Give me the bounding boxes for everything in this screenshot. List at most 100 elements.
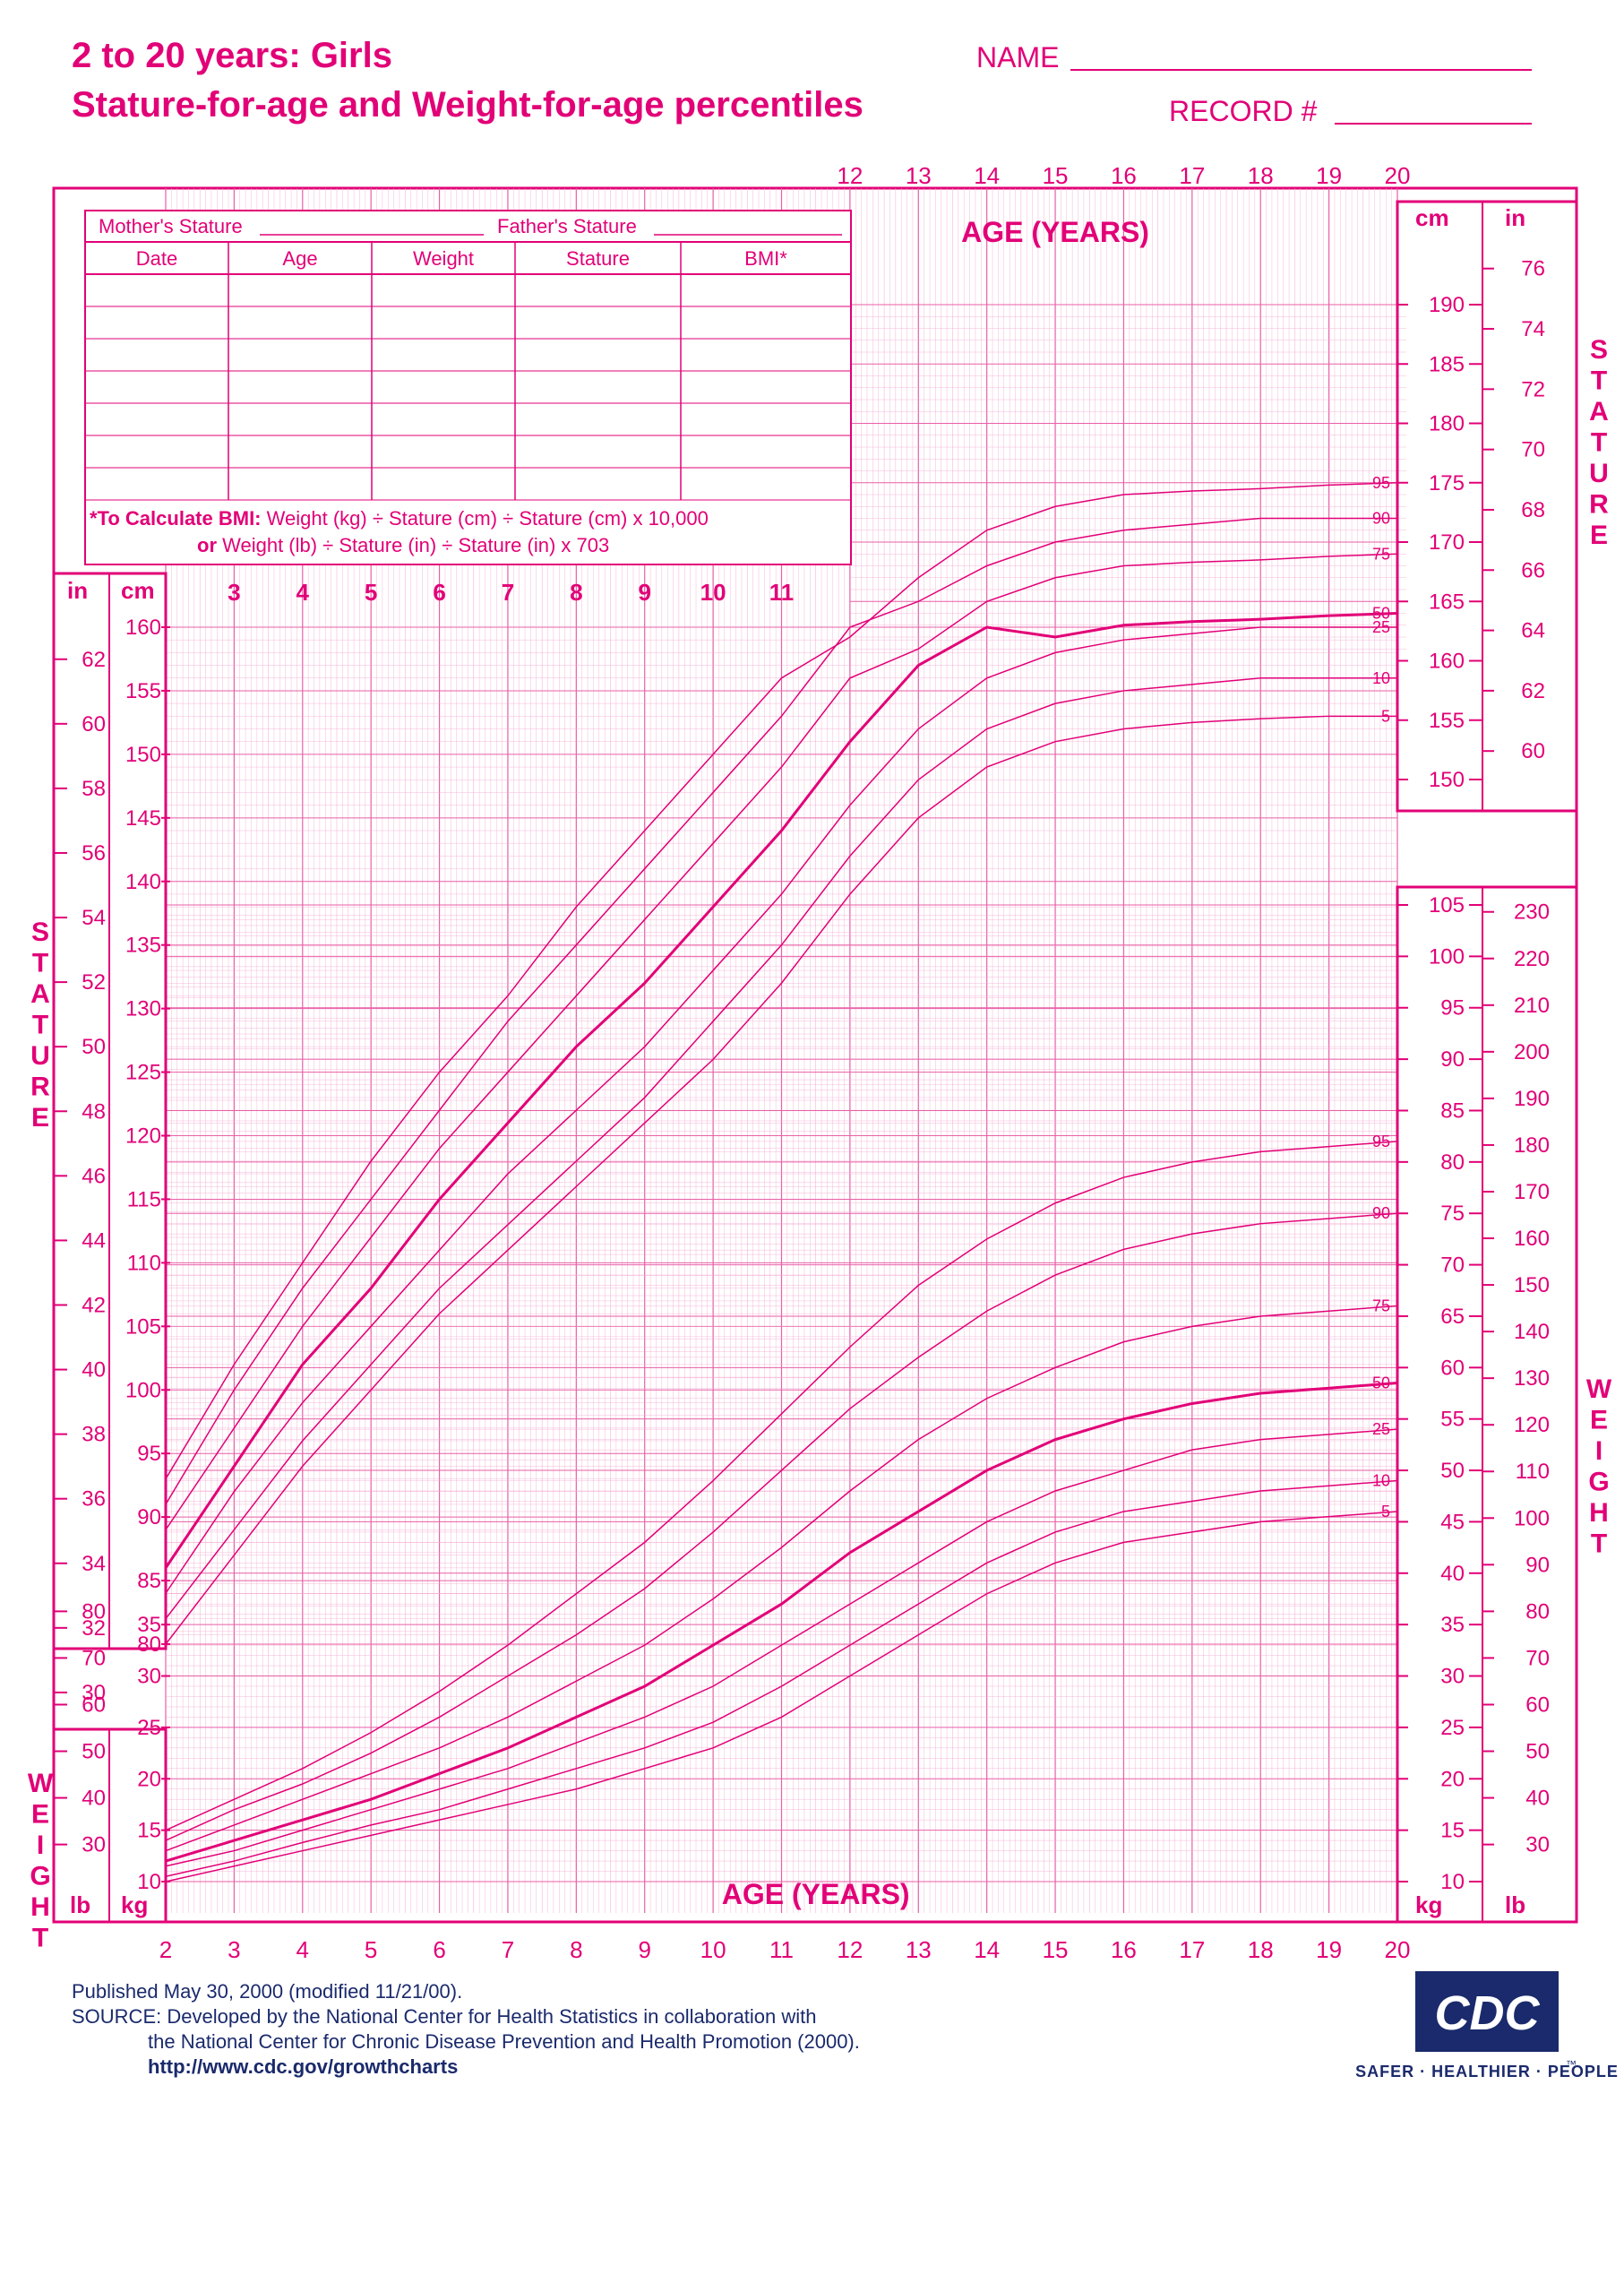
svg-text:™: ™ <box>1566 2058 1577 2071</box>
svg-text:105: 105 <box>125 1314 161 1339</box>
svg-text:http://www.cdc.gov/growthchart: http://www.cdc.gov/growthcharts <box>148 2055 458 2078</box>
svg-text:50: 50 <box>82 1740 106 1764</box>
svg-text:220: 220 <box>1514 947 1550 971</box>
svg-text:12: 12 <box>837 162 863 189</box>
svg-text:15: 15 <box>1440 1819 1465 1843</box>
svg-text:S: S <box>1590 335 1608 365</box>
svg-text:CDC: CDC <box>1435 1986 1541 2040</box>
svg-text:Date: Date <box>136 247 177 270</box>
svg-text:40: 40 <box>1525 1787 1550 1811</box>
svg-text:T: T <box>1591 366 1607 396</box>
svg-text:E: E <box>1590 1406 1608 1435</box>
svg-text:cm: cm <box>1415 204 1449 231</box>
svg-text:36: 36 <box>82 1487 106 1512</box>
svg-text:T: T <box>32 1011 48 1040</box>
svg-text:6: 6 <box>433 1936 445 1963</box>
svg-text:105: 105 <box>1429 893 1465 918</box>
svg-text:Father's Stature: Father's Stature <box>497 215 637 237</box>
svg-text:30: 30 <box>1525 1833 1550 1857</box>
svg-text:2: 2 <box>159 1936 172 1963</box>
svg-text:54: 54 <box>82 906 106 930</box>
svg-text:58: 58 <box>82 777 106 801</box>
svg-text:140: 140 <box>1514 1320 1550 1344</box>
svg-text:95: 95 <box>1372 1133 1390 1150</box>
svg-text:5: 5 <box>365 579 377 606</box>
svg-text:110: 110 <box>127 1251 161 1275</box>
svg-text:G: G <box>30 1862 50 1891</box>
svg-text:Stature: Stature <box>566 247 630 270</box>
svg-text:10: 10 <box>1372 669 1390 687</box>
svg-text:4: 4 <box>296 579 310 606</box>
svg-text:76: 76 <box>1521 257 1545 281</box>
svg-text:40: 40 <box>1440 1562 1465 1586</box>
svg-text:170: 170 <box>1514 1180 1550 1204</box>
svg-text:15: 15 <box>1043 162 1069 189</box>
svg-text:150: 150 <box>125 743 161 767</box>
svg-text:160: 160 <box>1514 1227 1550 1251</box>
svg-text:120: 120 <box>1514 1413 1550 1437</box>
svg-text:25: 25 <box>1372 1420 1390 1438</box>
svg-text:T: T <box>1591 428 1607 458</box>
svg-text:90: 90 <box>137 1505 161 1529</box>
svg-text:130: 130 <box>1514 1366 1550 1391</box>
svg-text:13: 13 <box>906 162 932 189</box>
svg-text:RECORD #: RECORD # <box>1169 95 1318 127</box>
svg-text:95: 95 <box>137 1442 161 1466</box>
svg-text:2 to 20 years: Girls: 2 to 20 years: Girls <box>72 36 392 75</box>
svg-text:19: 19 <box>1316 1936 1342 1963</box>
svg-text:150: 150 <box>1429 768 1465 792</box>
svg-text:cm: cm <box>121 577 155 604</box>
svg-text:20: 20 <box>1440 1767 1465 1791</box>
svg-text:in: in <box>67 577 88 604</box>
svg-text:E: E <box>1590 521 1608 550</box>
svg-text:230: 230 <box>1514 900 1550 925</box>
svg-text:AGE (YEARS): AGE (YEARS) <box>722 1878 910 1910</box>
svg-text:Published May 30, 2000 (modifi: Published May 30, 2000 (modified 11/21/0… <box>72 1980 462 2003</box>
svg-text:E: E <box>31 1103 49 1133</box>
svg-text:SAFER · HEALTHIER · PEOPLE: SAFER · HEALTHIER · PEOPLE <box>1355 2063 1619 2081</box>
svg-text:145: 145 <box>125 806 161 831</box>
svg-text:13: 13 <box>906 1936 932 1963</box>
svg-text:95: 95 <box>1440 996 1465 1021</box>
svg-text:9: 9 <box>638 579 650 606</box>
svg-text:6: 6 <box>433 579 445 606</box>
svg-text:42: 42 <box>82 1293 106 1317</box>
svg-text:50: 50 <box>1372 1374 1390 1392</box>
svg-text:160: 160 <box>1429 650 1465 674</box>
svg-text:19: 19 <box>1316 162 1342 189</box>
svg-text:155: 155 <box>1429 709 1465 733</box>
svg-text:Age: Age <box>282 247 317 270</box>
svg-text:100: 100 <box>125 1378 161 1402</box>
svg-text:165: 165 <box>1429 590 1465 614</box>
svg-text:35: 35 <box>1440 1613 1465 1637</box>
svg-text:135: 135 <box>125 934 161 958</box>
svg-text:11: 11 <box>769 1936 794 1963</box>
svg-text:20: 20 <box>1385 1936 1411 1963</box>
svg-text:30: 30 <box>137 1665 161 1689</box>
svg-text:68: 68 <box>1521 498 1545 522</box>
svg-text:190: 190 <box>1514 1087 1550 1111</box>
svg-text:56: 56 <box>82 841 106 866</box>
svg-text:SOURCE: Developed by the Natio: SOURCE: Developed by the National Center… <box>72 2005 817 2028</box>
svg-text:3: 3 <box>228 579 240 606</box>
svg-text:R: R <box>30 1073 50 1102</box>
svg-text:95: 95 <box>1372 474 1390 492</box>
svg-text:62: 62 <box>1521 679 1545 703</box>
svg-text:BMI*: BMI* <box>744 247 787 270</box>
svg-text:I: I <box>37 1831 44 1860</box>
svg-text:180: 180 <box>1514 1133 1550 1158</box>
svg-text:50: 50 <box>82 1035 106 1059</box>
svg-text:66: 66 <box>1521 558 1545 582</box>
svg-text:12: 12 <box>837 1936 863 1963</box>
svg-text:80: 80 <box>82 1599 106 1624</box>
svg-text:T: T <box>32 1924 48 1953</box>
svg-text:44: 44 <box>82 1228 106 1253</box>
svg-text:the National Center for Chroni: the National Center for Chronic Disease … <box>148 2030 860 2053</box>
svg-text:9: 9 <box>638 1936 650 1963</box>
svg-text:I: I <box>1595 1436 1603 1466</box>
svg-text:40: 40 <box>82 1787 106 1811</box>
svg-text:kg: kg <box>1415 1891 1442 1918</box>
svg-text:90: 90 <box>1372 510 1390 528</box>
svg-text:W: W <box>28 1769 54 1798</box>
svg-text:U: U <box>1589 459 1609 488</box>
